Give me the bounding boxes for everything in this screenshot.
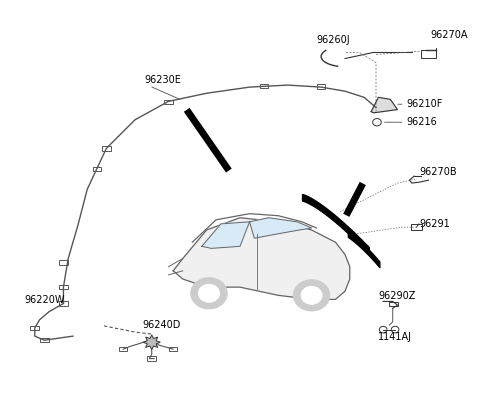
- Polygon shape: [250, 218, 312, 238]
- Bar: [59, 285, 68, 289]
- Bar: [260, 84, 268, 88]
- Text: 96290Z: 96290Z: [378, 291, 416, 301]
- Circle shape: [293, 280, 330, 311]
- Bar: [93, 166, 101, 171]
- Bar: [317, 84, 325, 88]
- Bar: [59, 261, 68, 265]
- Text: 96240D: 96240D: [142, 320, 180, 330]
- Text: 96260J: 96260J: [316, 35, 350, 46]
- Bar: [102, 146, 111, 150]
- Text: 96230E: 96230E: [144, 75, 181, 85]
- Text: 96270A: 96270A: [430, 30, 468, 40]
- Circle shape: [199, 284, 219, 302]
- Bar: [169, 347, 178, 351]
- Text: 96220W: 96220W: [24, 295, 65, 305]
- Bar: [164, 99, 173, 104]
- Text: 96291: 96291: [419, 219, 450, 229]
- Polygon shape: [202, 222, 250, 248]
- Polygon shape: [173, 218, 350, 299]
- Text: 96270B: 96270B: [419, 167, 456, 177]
- Bar: [421, 50, 436, 58]
- Polygon shape: [143, 335, 160, 350]
- Circle shape: [379, 326, 387, 333]
- Circle shape: [391, 326, 399, 333]
- Bar: [147, 356, 156, 361]
- Polygon shape: [371, 97, 397, 113]
- Bar: [31, 326, 39, 330]
- Bar: [411, 224, 422, 230]
- Circle shape: [301, 286, 322, 304]
- Bar: [389, 302, 398, 307]
- Text: 1141AJ: 1141AJ: [378, 332, 412, 342]
- Circle shape: [372, 118, 381, 126]
- Bar: [119, 347, 127, 351]
- Text: 96216: 96216: [406, 117, 437, 127]
- Circle shape: [191, 278, 227, 309]
- Bar: [40, 338, 48, 342]
- Text: 96210F: 96210F: [406, 99, 443, 109]
- Bar: [59, 301, 68, 306]
